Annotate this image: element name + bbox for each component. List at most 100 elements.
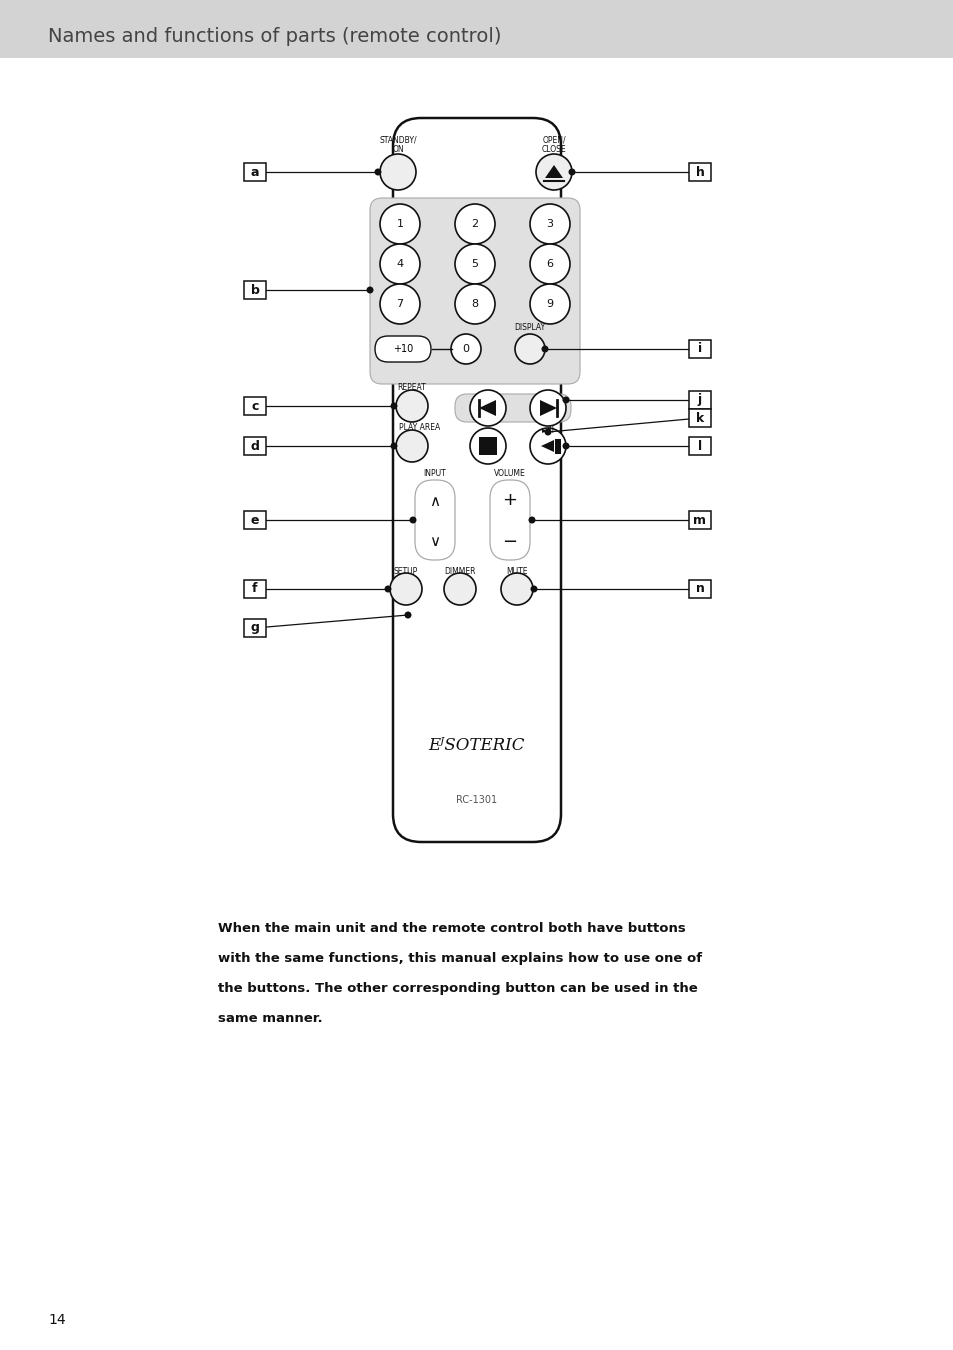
Text: DISPLAY: DISPLAY [514,324,545,332]
Text: with the same functions, this manual explains how to use one of: with the same functions, this manual exp… [218,952,701,965]
Circle shape [379,284,419,324]
Circle shape [470,428,505,464]
Text: When the main unit and the remote control both have buttons: When the main unit and the remote contro… [218,922,685,936]
Text: m: m [693,513,706,526]
Text: ON: ON [392,144,403,154]
Text: ►/II: ►/II [541,425,554,435]
Bar [244,580,266,598]
Circle shape [530,284,569,324]
Text: 1: 1 [396,219,403,230]
Circle shape [404,612,411,618]
Text: MUTE: MUTE [506,567,527,576]
Text: 9: 9 [546,298,553,309]
Circle shape [530,586,537,593]
Circle shape [384,586,391,593]
Circle shape [390,572,421,605]
Circle shape [455,284,495,324]
Text: ∧: ∧ [429,494,440,509]
Text: 8: 8 [471,298,478,309]
Text: j: j [698,393,701,406]
Circle shape [530,390,565,427]
Text: 4: 4 [396,259,403,269]
Text: 7: 7 [396,298,403,309]
FancyBboxPatch shape [375,336,431,362]
Polygon shape [478,400,496,416]
Text: k: k [695,412,703,424]
Bar [688,340,710,358]
FancyBboxPatch shape [415,481,455,560]
Text: SETUP: SETUP [394,567,417,576]
Circle shape [379,204,419,244]
Circle shape [409,517,416,524]
Text: EᴶSOTERIC: EᴶSOTERIC [428,737,525,753]
Circle shape [515,333,544,364]
Text: 0: 0 [462,344,469,354]
Bar [244,512,266,529]
Bar [244,437,266,455]
Bar [244,397,266,414]
Text: h: h [695,166,703,178]
Circle shape [451,333,480,364]
FancyBboxPatch shape [370,198,579,383]
Circle shape [390,402,397,409]
Polygon shape [540,440,554,452]
Circle shape [443,572,476,605]
Circle shape [375,169,381,176]
Text: l: l [698,440,701,452]
Circle shape [455,244,495,284]
Circle shape [366,286,374,293]
Circle shape [530,428,565,464]
Text: Names and functions of parts (remote control): Names and functions of parts (remote con… [48,27,501,46]
Bar [244,163,266,181]
Circle shape [536,154,572,190]
FancyBboxPatch shape [393,117,560,842]
Polygon shape [544,165,562,178]
Text: OPEN/: OPEN/ [541,135,565,144]
Circle shape [390,443,397,450]
Bar [688,163,710,181]
Bar [244,281,266,298]
Text: ∨: ∨ [429,535,440,549]
Text: 14: 14 [48,1314,66,1327]
Polygon shape [539,400,557,416]
Circle shape [530,204,569,244]
Text: 6: 6 [546,259,553,269]
Text: a: a [251,166,259,178]
Circle shape [562,443,569,450]
Circle shape [544,428,551,436]
Text: CLOSE: CLOSE [541,144,566,154]
Text: +: + [502,491,517,509]
Text: RC-1301: RC-1301 [456,795,497,805]
Text: 2: 2 [471,219,478,230]
Bar [688,580,710,598]
Circle shape [568,169,575,176]
Text: 3: 3 [546,219,553,230]
Text: c: c [251,400,258,413]
Circle shape [379,154,416,190]
Circle shape [562,397,569,404]
Circle shape [379,244,419,284]
Text: n: n [695,582,703,595]
Bar [688,392,710,409]
Bar [478,437,497,455]
Text: STANDBY/: STANDBY/ [378,135,416,144]
Text: f: f [252,582,257,595]
Circle shape [395,431,428,462]
Text: PLAY AREA: PLAY AREA [399,424,440,432]
Text: i: i [698,343,701,355]
Text: REPEAT: REPEAT [397,383,426,393]
Text: INPUT: INPUT [423,470,446,478]
FancyBboxPatch shape [490,481,530,560]
Text: DIMMER: DIMMER [444,567,476,576]
Text: d: d [251,440,259,452]
Text: VOLUME: VOLUME [494,470,525,478]
Circle shape [500,572,533,605]
Circle shape [470,390,505,427]
Bar [688,437,710,455]
Bar [688,409,710,427]
Circle shape [395,390,428,423]
Circle shape [541,346,548,352]
Text: same manner.: same manner. [218,1012,322,1025]
Bar [244,620,266,637]
Text: the buttons. The other corresponding button can be used in the: the buttons. The other corresponding but… [218,981,697,995]
